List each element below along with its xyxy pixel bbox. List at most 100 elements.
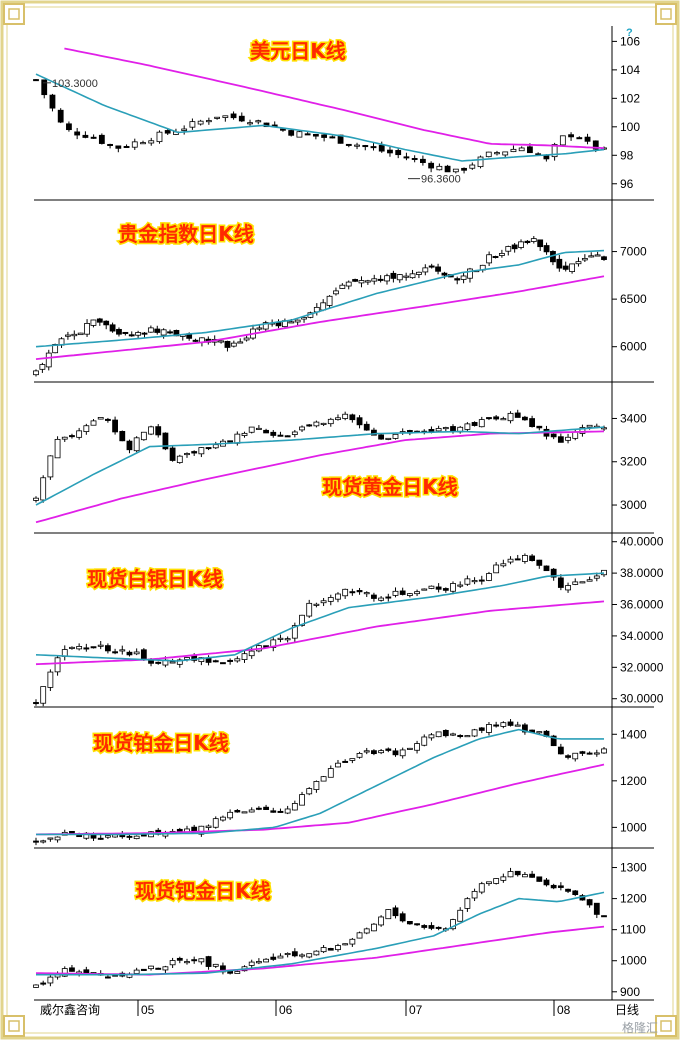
candle-up bbox=[414, 591, 420, 595]
candle-down bbox=[537, 239, 544, 248]
candle-up bbox=[469, 164, 476, 169]
candle bbox=[436, 163, 443, 171]
candle bbox=[33, 984, 39, 988]
ma-short-line bbox=[35, 249, 605, 348]
candle-up bbox=[345, 281, 352, 287]
candle-down bbox=[162, 432, 169, 450]
candle bbox=[167, 329, 173, 335]
candle-down bbox=[140, 834, 147, 837]
candle bbox=[335, 592, 341, 603]
panel-title: 现货铂金日K线 bbox=[93, 731, 229, 755]
candle-up bbox=[588, 255, 595, 258]
candle-up bbox=[33, 497, 39, 501]
candle bbox=[507, 411, 514, 424]
candles bbox=[33, 236, 607, 377]
candle bbox=[97, 640, 104, 650]
candle-down bbox=[255, 807, 262, 810]
candle bbox=[320, 776, 327, 782]
candle-down bbox=[176, 828, 183, 832]
candle bbox=[262, 320, 269, 332]
candle bbox=[601, 747, 607, 754]
candle-up bbox=[198, 657, 205, 662]
candle bbox=[586, 898, 593, 908]
candle bbox=[464, 897, 471, 912]
candle-up bbox=[205, 825, 212, 828]
candle-down bbox=[387, 149, 393, 154]
candle bbox=[284, 636, 291, 643]
candle-up bbox=[248, 426, 255, 433]
candle bbox=[40, 980, 47, 986]
candle-up bbox=[339, 284, 346, 289]
candle bbox=[510, 145, 517, 153]
candle-down bbox=[507, 721, 514, 726]
candle bbox=[65, 331, 71, 340]
candle-up bbox=[500, 418, 507, 421]
candle bbox=[103, 320, 110, 330]
candle bbox=[169, 957, 176, 969]
candle-up bbox=[71, 333, 78, 337]
candle-up bbox=[61, 968, 68, 977]
candle bbox=[550, 734, 557, 747]
candle-up bbox=[301, 317, 307, 320]
candle-up bbox=[299, 426, 305, 431]
candle-down bbox=[385, 596, 392, 599]
candle-up bbox=[76, 430, 83, 438]
y-tick-label: 900 bbox=[620, 985, 640, 999]
candle-up bbox=[40, 686, 47, 704]
candle bbox=[486, 722, 492, 736]
candle bbox=[363, 421, 370, 431]
candle-up bbox=[422, 267, 429, 273]
candle bbox=[250, 324, 256, 340]
y-tick-label: 30.0000 bbox=[620, 692, 664, 706]
candle-up bbox=[536, 731, 543, 734]
candle bbox=[191, 450, 198, 456]
chart-panel: 900 1000 1100 1200 1300 现货钯金日K线 bbox=[33, 847, 654, 999]
candle-up bbox=[457, 584, 464, 587]
candle bbox=[148, 137, 155, 146]
candle-down bbox=[109, 324, 116, 332]
candle bbox=[238, 112, 245, 123]
candle-up bbox=[514, 724, 521, 727]
chart-panel: 1000 1200 1400 现货铂金日K线 bbox=[33, 706, 654, 846]
y-tick-label: 32.0000 bbox=[620, 660, 664, 674]
candle-up bbox=[406, 593, 413, 596]
candle-down bbox=[212, 660, 219, 663]
candle-down bbox=[414, 923, 420, 926]
candle-down bbox=[128, 334, 135, 337]
candle bbox=[435, 425, 442, 433]
y-tick-label: 1200 bbox=[620, 774, 647, 788]
candle-up bbox=[452, 168, 459, 173]
candle bbox=[406, 747, 413, 750]
candle-up bbox=[47, 671, 54, 688]
candle-up bbox=[500, 722, 507, 727]
candle bbox=[33, 369, 39, 377]
candle-down bbox=[565, 888, 571, 892]
candle-up bbox=[327, 768, 334, 778]
candle bbox=[584, 133, 591, 145]
candle-up bbox=[277, 637, 284, 640]
candle bbox=[320, 944, 327, 954]
candle-down bbox=[191, 959, 198, 962]
candle bbox=[306, 424, 313, 427]
candle bbox=[385, 593, 392, 602]
candle-down bbox=[41, 79, 48, 96]
candle-down bbox=[550, 568, 557, 578]
candle-down bbox=[126, 651, 133, 656]
candle bbox=[270, 953, 277, 961]
candle bbox=[522, 871, 528, 878]
candle-down bbox=[568, 134, 574, 138]
candle-up bbox=[358, 280, 365, 284]
candle bbox=[212, 963, 219, 969]
candle-up bbox=[586, 579, 593, 582]
candle bbox=[291, 948, 298, 958]
candle-down bbox=[321, 134, 328, 138]
candle bbox=[428, 263, 435, 269]
candle bbox=[184, 958, 190, 965]
candle-up bbox=[356, 753, 363, 758]
candle bbox=[500, 721, 507, 729]
candle bbox=[507, 556, 514, 565]
candle-down bbox=[377, 278, 384, 281]
candle bbox=[559, 135, 566, 146]
candle bbox=[155, 967, 162, 970]
candle-down bbox=[284, 435, 291, 438]
